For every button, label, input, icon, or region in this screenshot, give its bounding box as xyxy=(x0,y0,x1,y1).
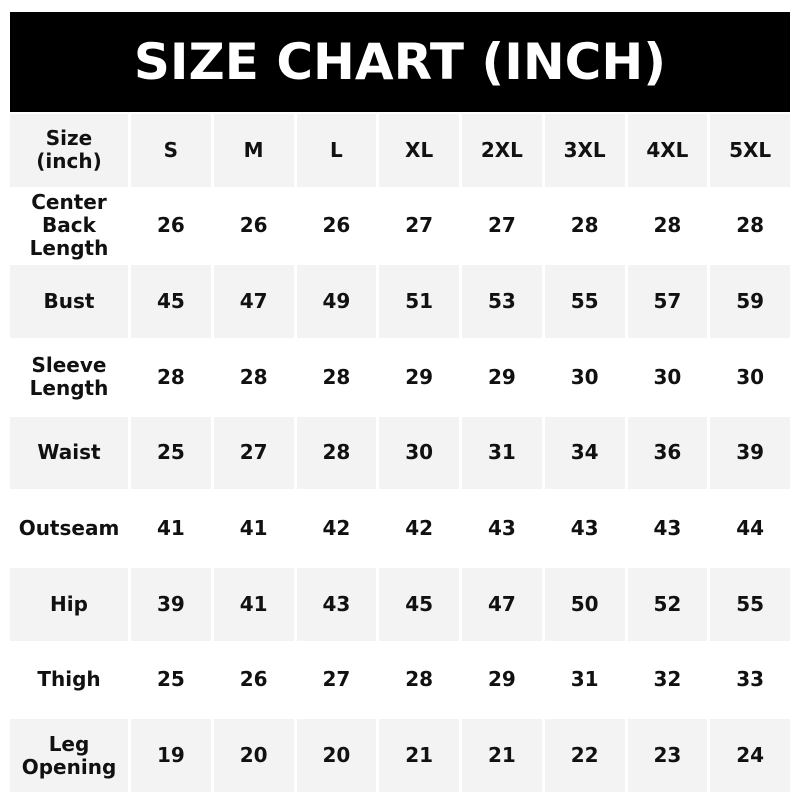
value-cell: 26 xyxy=(213,189,294,263)
value-cell: 21 xyxy=(462,719,542,792)
value-cell: 23 xyxy=(627,719,708,792)
value-cell: 39 xyxy=(710,416,790,490)
value-cell: 59 xyxy=(710,265,790,338)
value-cell: 52 xyxy=(627,567,708,641)
value-cell: 30 xyxy=(379,416,459,490)
value-cell: 42 xyxy=(379,492,459,565)
value-cell: 36 xyxy=(627,416,708,490)
value-cell: 26 xyxy=(213,643,294,717)
value-cell: 31 xyxy=(544,643,625,717)
value-cell: 27 xyxy=(213,416,294,490)
size-header-cell: L xyxy=(296,114,377,187)
page-title: SIZE CHART (INCH) xyxy=(10,12,790,112)
value-cell: 39 xyxy=(131,567,211,641)
value-cell: 50 xyxy=(544,567,625,641)
value-cell: 26 xyxy=(131,189,211,263)
value-cell: 32 xyxy=(627,643,708,717)
size-header-cell: S xyxy=(131,114,211,187)
value-cell: 41 xyxy=(131,492,211,565)
header-label-cell: Size (inch) xyxy=(10,114,128,187)
value-cell: 19 xyxy=(131,719,211,792)
value-cell: 41 xyxy=(213,492,294,565)
value-cell: 33 xyxy=(710,643,790,717)
size-header-cell: 2XL xyxy=(462,114,542,187)
value-cell: 27 xyxy=(462,189,542,263)
value-cell: 43 xyxy=(462,492,542,565)
row-label-cell: Leg Opening xyxy=(10,719,128,792)
value-cell: 28 xyxy=(379,643,459,717)
size-chart-table: Size (inch) S M L XL 2XL 3XL 4XL 5XL Center Back … xyxy=(10,114,790,792)
row-label-cell: Sleeve Length xyxy=(10,340,128,414)
value-cell: 44 xyxy=(710,492,790,565)
size-header-cell: XL xyxy=(379,114,459,187)
value-cell: 41 xyxy=(213,567,294,641)
size-header-cell: 3XL xyxy=(544,114,625,187)
value-cell: 29 xyxy=(462,340,542,414)
value-cell: 55 xyxy=(710,567,790,641)
value-cell: 51 xyxy=(379,265,459,338)
value-cell: 27 xyxy=(379,189,459,263)
value-cell: 25 xyxy=(131,643,211,717)
value-cell: 49 xyxy=(296,265,377,338)
value-cell: 47 xyxy=(462,567,542,641)
row-label-cell: Center Back Length xyxy=(10,189,128,263)
value-cell: 29 xyxy=(379,340,459,414)
value-cell: 55 xyxy=(544,265,625,338)
value-cell: 29 xyxy=(462,643,542,717)
row-label-cell: Thigh xyxy=(10,643,128,717)
row-label-cell: Waist xyxy=(10,416,128,490)
value-cell: 28 xyxy=(296,416,377,490)
value-cell: 30 xyxy=(544,340,625,414)
value-cell: 24 xyxy=(710,719,790,792)
value-cell: 21 xyxy=(379,719,459,792)
value-cell: 43 xyxy=(544,492,625,565)
value-cell: 20 xyxy=(296,719,377,792)
value-cell: 28 xyxy=(131,340,211,414)
value-cell: 28 xyxy=(710,189,790,263)
value-cell: 28 xyxy=(544,189,625,263)
row-label-cell: Hip xyxy=(10,567,128,641)
size-header-cell: 5XL xyxy=(710,114,790,187)
value-cell: 43 xyxy=(296,567,377,641)
row-label-cell: Outseam xyxy=(10,492,128,565)
value-cell: 53 xyxy=(462,265,542,338)
value-cell: 26 xyxy=(296,189,377,263)
value-cell: 43 xyxy=(627,492,708,565)
value-cell: 30 xyxy=(627,340,708,414)
value-cell: 28 xyxy=(296,340,377,414)
value-cell: 57 xyxy=(627,265,708,338)
value-cell: 45 xyxy=(131,265,211,338)
value-cell: 22 xyxy=(544,719,625,792)
size-header-cell: M xyxy=(213,114,294,187)
row-label-cell: Bust xyxy=(10,265,128,338)
value-cell: 42 xyxy=(296,492,377,565)
value-cell: 28 xyxy=(213,340,294,414)
value-cell: 30 xyxy=(710,340,790,414)
value-cell: 25 xyxy=(131,416,211,490)
value-cell: 31 xyxy=(462,416,542,490)
value-cell: 34 xyxy=(544,416,625,490)
size-header-cell: 4XL xyxy=(627,114,708,187)
value-cell: 27 xyxy=(296,643,377,717)
value-cell: 47 xyxy=(213,265,294,338)
value-cell: 45 xyxy=(379,567,459,641)
value-cell: 28 xyxy=(627,189,708,263)
value-cell: 20 xyxy=(213,719,294,792)
